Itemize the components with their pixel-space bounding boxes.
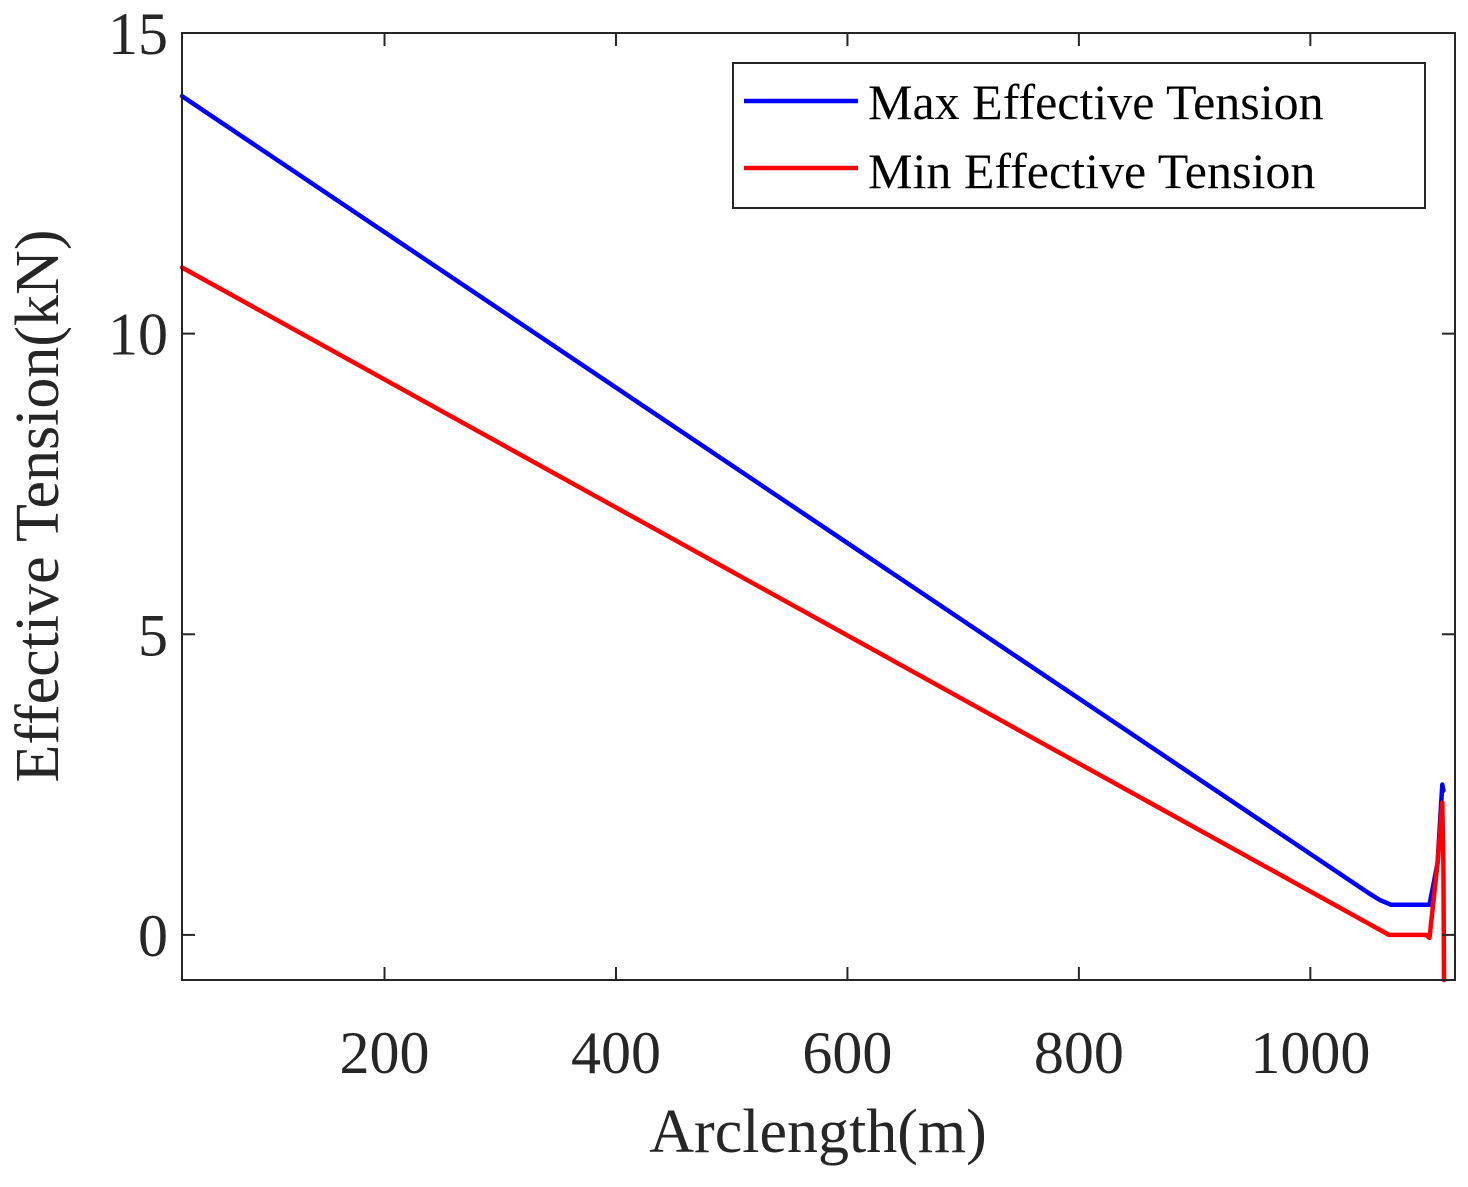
x-tick-label: 1000 — [1250, 1020, 1370, 1086]
x-axis-ticks: 200 400 600 800 1000 — [340, 33, 1370, 1086]
legend-box — [732, 62, 1426, 209]
y-tick-label: 10 — [108, 302, 168, 368]
legend-label-max-effective-tension: Max Effective Tension — [868, 74, 1324, 130]
y-tick-label: 15 — [108, 1, 168, 67]
plot-area-frame — [181, 32, 1456, 981]
legend: Max Effective Tension Min Effective Tens… — [732, 62, 1426, 209]
y-axis-ticks: 0 5 10 15 — [108, 1, 1455, 969]
x-axis-label: Arclength(m) — [649, 1098, 986, 1166]
series-layer — [179, 93, 1447, 983]
x-tick-label: 200 — [340, 1020, 430, 1086]
x-tick-label: 600 — [802, 1020, 892, 1086]
y-tick-label: 0 — [138, 903, 168, 969]
x-tick-label: 400 — [571, 1020, 661, 1086]
y-tick-label: 5 — [138, 602, 168, 668]
series-line-min-effective-tension — [179, 265, 1447, 983]
legend-label-min-effective-tension: Min Effective Tension — [868, 143, 1315, 199]
y-axis-label: Effective Tension(kN) — [4, 230, 72, 783]
x-tick-label: 800 — [1034, 1020, 1124, 1086]
